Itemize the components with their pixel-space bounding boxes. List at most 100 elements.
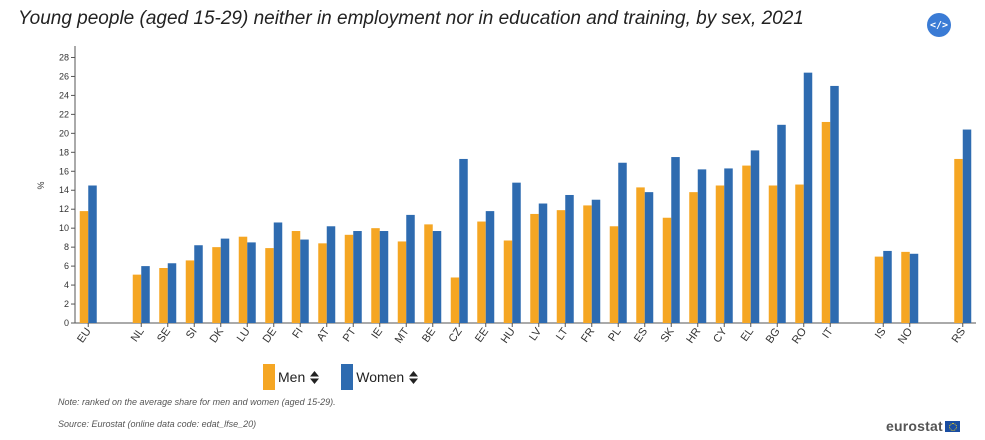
bar-women-SI xyxy=(194,245,203,323)
x-tick-label: CY xyxy=(711,325,730,345)
bar-men-LT xyxy=(556,210,566,323)
x-tick-label: HU xyxy=(499,326,518,346)
bar-men-BE xyxy=(424,224,433,323)
bar-women-BE xyxy=(432,231,442,323)
bar-women-LT xyxy=(565,194,574,323)
bar-women-SK xyxy=(671,157,680,323)
x-tick-label: DK xyxy=(208,325,227,345)
bar-men-PT xyxy=(344,234,354,323)
bar-men-EU xyxy=(79,211,89,323)
chart-title: Young people (aged 15-29) neither in emp… xyxy=(18,8,804,29)
bar-women-FR xyxy=(591,199,601,323)
y-tick-label: 26 xyxy=(59,71,69,81)
legend: Men Women xyxy=(263,364,419,390)
x-tick-label: LT xyxy=(554,326,571,343)
bar-men-IS xyxy=(874,256,884,323)
chart-note: Note: ranked on the average share for me… xyxy=(58,397,336,407)
y-tick-label: 20 xyxy=(59,128,69,138)
bar-men-NO xyxy=(901,251,910,323)
bar-men-SE xyxy=(159,268,168,323)
legend-item-women[interactable]: Women xyxy=(341,364,419,390)
bar-men-DK xyxy=(212,247,221,323)
bar-men-RS xyxy=(954,158,963,323)
bar-men-NL xyxy=(132,274,142,323)
bar-women-NO xyxy=(909,253,919,323)
bar-women-EE xyxy=(485,211,495,323)
legend-swatch-women xyxy=(341,364,354,390)
bar-women-IT xyxy=(830,85,839,324)
bar-women-DK xyxy=(220,238,230,323)
y-tick-label: 16 xyxy=(59,166,69,176)
bar-men-FR xyxy=(583,205,592,323)
bar-women-IE xyxy=(379,231,389,323)
bar-women-NL xyxy=(141,266,150,323)
bar-men-EL xyxy=(742,165,751,323)
bar-men-CY xyxy=(715,185,725,323)
legend-label-women: Women xyxy=(356,369,405,385)
x-tick-label: CZ xyxy=(446,326,464,345)
bar-men-DE xyxy=(265,248,274,323)
y-tick-label: 2 xyxy=(64,299,69,309)
x-tick-label: PL xyxy=(606,326,624,344)
y-axis-label: % xyxy=(36,181,46,189)
x-tick-label: IE xyxy=(369,326,385,341)
bar-men-ES xyxy=(636,187,645,323)
legend-item-men[interactable]: Men xyxy=(263,364,320,390)
bar-women-FI xyxy=(300,239,309,323)
x-tick-label: EL xyxy=(739,326,757,344)
bar-men-AT xyxy=(318,243,327,323)
bar-women-CZ xyxy=(459,158,468,323)
bar-men-PL xyxy=(609,226,619,323)
sort-icon[interactable] xyxy=(409,370,419,384)
x-tick-label: LU xyxy=(235,326,253,344)
bar-men-CZ xyxy=(450,277,460,323)
y-tick-label: 24 xyxy=(59,90,69,100)
x-tick-label: LV xyxy=(527,325,544,343)
legend-label-men: Men xyxy=(278,369,306,385)
x-tick-label: ES xyxy=(632,326,650,345)
x-tick-label: FI xyxy=(290,326,305,341)
legend-swatch-men xyxy=(263,364,275,390)
y-tick-label: 0 xyxy=(64,318,69,328)
y-tick-label: 4 xyxy=(64,280,69,290)
bar-women-PT xyxy=(353,231,362,323)
y-tick-label: 10 xyxy=(59,223,69,233)
bar-men-LV xyxy=(530,213,539,323)
eu-flag-icon xyxy=(944,420,960,432)
x-tick-label: BE xyxy=(420,326,438,345)
bar-women-AT xyxy=(326,226,336,323)
y-tick-label: 12 xyxy=(59,204,69,214)
eurostat-logo: eurostat xyxy=(886,418,960,434)
y-tick-label: 14 xyxy=(59,185,69,195)
x-tick-label: HR xyxy=(684,326,703,346)
bar-women-LV xyxy=(538,203,548,323)
bar-women-IS xyxy=(883,250,892,323)
bar-men-IE xyxy=(371,228,380,323)
bar-women-BG xyxy=(777,124,786,323)
bar-women-ES xyxy=(644,192,654,323)
x-tick-label: BG xyxy=(764,326,783,346)
logo-text: eurostat xyxy=(886,418,943,434)
bar-men-LU xyxy=(238,236,248,323)
bar-men-SK xyxy=(662,217,672,323)
bar-women-PL xyxy=(618,162,627,323)
x-tick-label: SI xyxy=(184,326,200,341)
bar-women-DE xyxy=(273,222,283,323)
x-tick-label: IS xyxy=(873,326,889,341)
x-tick-label: FR xyxy=(579,326,597,345)
bar-women-EL xyxy=(750,150,760,323)
y-tick-label: 6 xyxy=(64,261,69,271)
x-tick-label: IT xyxy=(820,326,836,341)
x-tick-label: PT xyxy=(341,326,359,345)
bar-women-EU xyxy=(88,185,97,323)
x-tick-label: EU xyxy=(75,326,94,345)
bar-men-RO xyxy=(795,184,804,323)
x-tick-label: NO xyxy=(896,325,916,346)
x-tick-label: RO xyxy=(790,325,810,346)
sort-icon[interactable] xyxy=(310,370,320,384)
y-tick-label: 18 xyxy=(59,147,69,157)
chart-source: Source: Eurostat (online data code: edat… xyxy=(58,419,257,429)
embed-code-button[interactable]: </> xyxy=(927,13,951,37)
x-tick-label: AT xyxy=(315,326,333,344)
